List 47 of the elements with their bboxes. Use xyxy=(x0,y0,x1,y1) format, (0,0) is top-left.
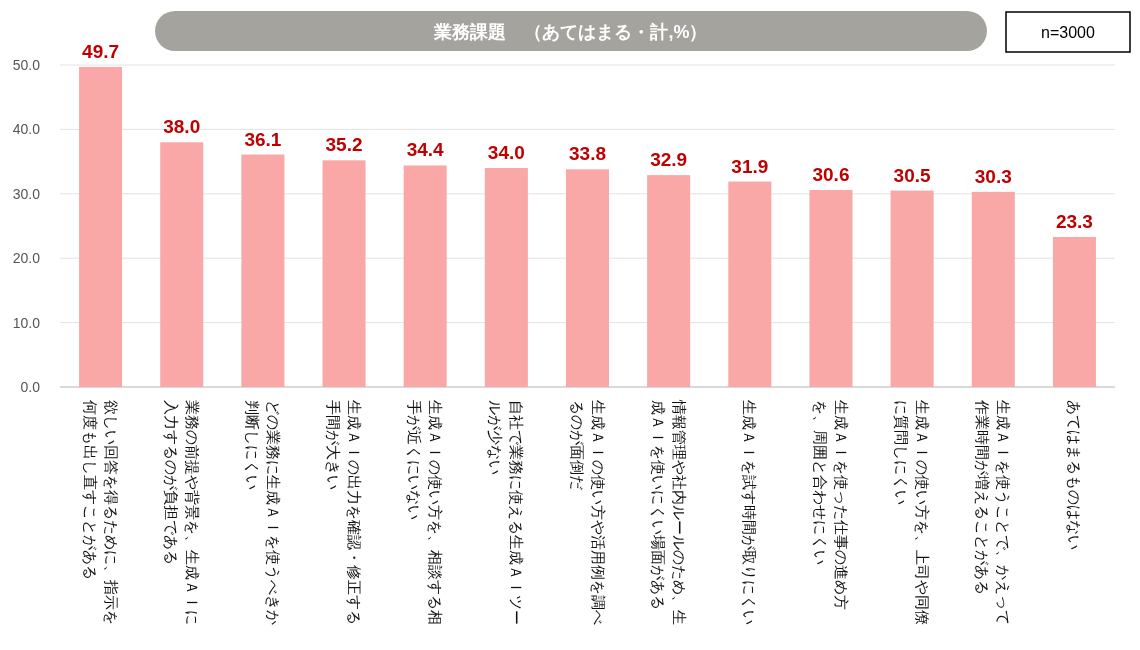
data-label: 34.4 xyxy=(406,139,445,161)
bar xyxy=(1052,236,1096,387)
y-tick-label: 10.0 xyxy=(12,314,41,331)
x-tick-label: あてはまるものはない xyxy=(1064,400,1084,552)
x-tick-label: 生成ＡＩの使い方を、相談する相手が近くにいない xyxy=(405,400,446,627)
y-tick-label: 40.0 xyxy=(12,121,41,138)
data-label: 35.2 xyxy=(325,134,363,156)
x-tick-label: 情報管理や社内ルールのため、生成ＡＩを使いにくい場面がある xyxy=(648,400,689,627)
data-label: 32.9 xyxy=(650,149,688,171)
y-tick-label: 0.0 xyxy=(20,379,41,395)
data-label: 30.6 xyxy=(812,163,850,185)
data-label: 49.7 xyxy=(82,40,120,62)
data-label: 30.5 xyxy=(893,164,932,186)
bar xyxy=(403,165,447,387)
bar xyxy=(890,190,934,387)
chart-title: 業務課題 （あてはまる・計,%） xyxy=(433,22,708,42)
text: n=3000 xyxy=(1041,24,1096,41)
x-tick-label: 生成ＡＩを使った仕事の進め方を、周囲と合わせにくい xyxy=(810,400,851,612)
bar xyxy=(160,142,204,387)
data-label: 23.3 xyxy=(1055,210,1093,232)
data-label: 30.3 xyxy=(974,165,1012,187)
bar xyxy=(647,175,691,387)
x-tick-label: 生成ＡＩを試す時間が取りにくい xyxy=(740,400,760,627)
bar xyxy=(728,181,772,387)
bar xyxy=(971,191,1015,387)
bar xyxy=(484,168,528,387)
x-tick-label: 生成ＡＩの使い方や活用例を調べるのが面倒だ xyxy=(567,400,608,627)
y-tick-label: 50.0 xyxy=(12,57,41,73)
x-tick-label: どの業務に生成ＡＩを使うべきか判断しにくい xyxy=(242,400,283,627)
x-tick-label: 業務の前提や背景を、生成ＡＩに入力するのが負担である xyxy=(161,400,202,627)
x-tick-label: 欲しい回答を得るために、指示を何度も出し直すことがある xyxy=(80,400,121,627)
data-label: 38.0 xyxy=(163,116,201,138)
bar xyxy=(241,154,285,387)
bar xyxy=(809,189,853,387)
y-tick-label: 30.0 xyxy=(12,185,41,202)
data-label: 36.1 xyxy=(244,128,282,150)
data-label: 34.0 xyxy=(487,142,525,164)
y-tick-label: 20.0 xyxy=(12,250,41,267)
data-label: 33.8 xyxy=(569,143,606,165)
bar xyxy=(565,169,610,387)
bar xyxy=(79,66,123,387)
x-tick-label: 生成ＡＩの出力を確認・修正する手間が大きい xyxy=(324,400,365,627)
x-tick-label: 自社で業務に使える生成ＡＩツールが少ない xyxy=(486,400,527,627)
bar xyxy=(322,160,366,387)
x-tick-label: 生成ＡＩの使い方を、上司や同僚に質問しにくい xyxy=(892,400,933,627)
x-tick-label: 生成ＡＩを使うことで、かえって作業時間が増えることがある xyxy=(973,400,1014,627)
data-label: 31.9 xyxy=(731,155,769,177)
